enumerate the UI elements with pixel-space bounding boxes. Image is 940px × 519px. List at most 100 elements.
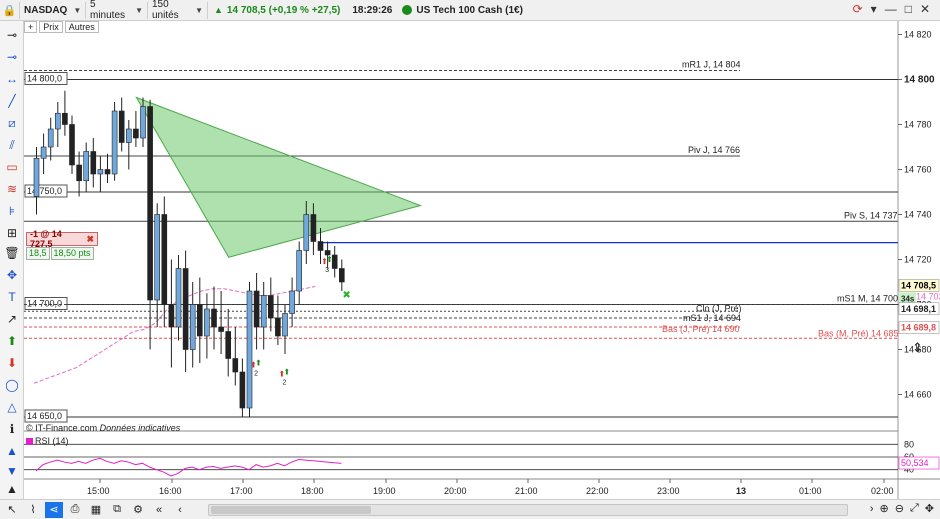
text-icon[interactable]: T (8, 290, 16, 304)
period-selector[interactable]: 5 minutes ▼ (86, 0, 148, 21)
chart-tabs: + Prix Autres (24, 21, 99, 33)
channel-icon[interactable]: ⧄ (8, 116, 16, 130)
refresh-icon[interactable]: ⟳ (852, 2, 863, 16)
bas-price-tag-box (898, 321, 940, 334)
y-tick-label: 14 800 (904, 75, 935, 86)
candle-body (232, 358, 239, 373)
moving-average-line (33, 286, 316, 384)
candle-body (246, 290, 253, 409)
extended-line-icon[interactable]: ↔ (6, 72, 18, 86)
zoom-out-icon[interactable]: ⊖ (894, 503, 904, 515)
y-tick-label: 14 780 (904, 120, 932, 130)
quote-time: 18:29:26 (352, 4, 393, 16)
rectangle-icon[interactable]: ▭ (6, 160, 18, 174)
rsi-legend: RSI (14) (26, 436, 69, 446)
units-selector[interactable]: 150 unités ▼ (148, 0, 208, 21)
candle-body (62, 112, 68, 125)
position-label: -1 @ 14 727,5 (30, 229, 62, 249)
countdown-box (899, 292, 916, 304)
horizontal-scrollbar[interactable] (208, 504, 848, 516)
pivot-label-piv-s: Piv S, 14 737 (844, 210, 898, 220)
candle-body (189, 304, 196, 350)
move-icon[interactable]: ✥ (6, 268, 18, 282)
ellipse-icon[interactable]: ◯ (5, 378, 19, 392)
close-icon[interactable]: ✕ (919, 2, 930, 16)
rsi-value-box (898, 456, 940, 470)
candle-body (260, 295, 267, 328)
candle-body (104, 169, 111, 175)
sell-arrow-marker: ⬆ (279, 370, 286, 379)
chevron-down-icon: ▼ (195, 5, 203, 15)
print-icon[interactable]: ⎙ (70, 503, 80, 515)
pivot-label-ms1-m: mS1 M, 14 700 (837, 294, 898, 304)
settings-icon[interactable]: ⚙ (133, 504, 143, 516)
x-tick-label: 01:00 (799, 486, 822, 496)
drawing-toolbar: ⊸ ⊸ ↔ ╱ ⧄ ⫽ ▭ ≋ ⊧ ⊞ 🗑 ✥ T ↗ ⬆ ⬇ ◯ △ ℹ ▲ … (0, 21, 24, 499)
up-arrow-icon: ▲ (214, 5, 223, 15)
trash-icon[interactable]: 🗑 (4, 246, 20, 260)
candle-body (90, 151, 97, 175)
buy-arrow-icon[interactable]: ⬆ (6, 334, 18, 348)
copy-icon[interactable]: ⧉ (113, 503, 121, 515)
position-tag[interactable]: -1 @ 14 727,5 ✖ (26, 229, 98, 249)
candle-body (97, 169, 104, 175)
cursor-icon[interactable]: ↖ (7, 504, 17, 516)
minimize-icon[interactable]: — (884, 2, 897, 16)
scrollbar-thumb[interactable] (211, 506, 371, 514)
scroll-left-icon[interactable]: ‹ (178, 503, 182, 516)
zoom-in-icon[interactable]: ⊕ (879, 503, 889, 515)
price-level-tag: 14 650,0 (27, 411, 62, 421)
symbol-selector[interactable]: NASDAQ ▼ (20, 1, 86, 19)
window-controls: ⟳ ▾ — □ ✕ (853, 2, 940, 16)
y-tick-label: 14 740 (904, 210, 932, 220)
ray-icon[interactable]: ⊸ (6, 50, 18, 64)
symbol-label: NASDAQ (24, 4, 68, 16)
fibonacci-icon[interactable]: ≋ (6, 182, 18, 196)
horizontal-line-icon[interactable]: ⊸ (6, 28, 18, 42)
x-tick-label: 02:00 (871, 486, 894, 496)
buy-arrow-marker: ⬆ (255, 359, 262, 368)
close-icon[interactable]: ✖ (86, 233, 94, 244)
parallel-lines-icon[interactable]: ⫽ (9, 138, 15, 152)
zoom-controls: › ⊕ ⊖ ⤢ ✥ (870, 502, 934, 515)
buy-arrow-marker: ⬆ (284, 368, 291, 377)
gann-icon[interactable]: ⊞ (6, 226, 18, 240)
y-tick-label: 14 680 (904, 345, 932, 355)
candle-body (289, 290, 295, 314)
candle-body (175, 268, 182, 328)
maximize-icon[interactable]: □ (904, 2, 912, 16)
pencil-icon[interactable]: ↗ (6, 312, 18, 326)
scroll-up-icon[interactable]: ▲ (6, 482, 18, 496)
pan-icon[interactable]: ✥ (924, 503, 934, 515)
pivot-label-bas-j: Bas (J, Pré) 14 690 (662, 324, 740, 334)
ms1-price-tag-box (898, 302, 940, 316)
candle-body (225, 331, 231, 359)
candle-body (204, 308, 210, 337)
chevron-down-icon[interactable]: ▾ (870, 2, 877, 16)
share-icon[interactable]: ⋖ (45, 501, 63, 518)
save-icon[interactable]: ▦ (90, 504, 102, 516)
zoom-out-icon[interactable]: ▼ (6, 464, 18, 478)
chart-area[interactable]: 14 820 14 800 14 780 14 760 14 740 14 720 14 7… (24, 21, 940, 499)
chevron-down-icon: ▼ (135, 5, 143, 15)
scroll-right-icon[interactable]: › (869, 502, 874, 515)
lock-icon[interactable]: 🔒 (0, 1, 20, 19)
x-tick-label: 16:00 (159, 486, 182, 496)
tab-price[interactable]: Prix (39, 21, 63, 33)
tab-others[interactable]: Autres (64, 21, 99, 33)
add-tab-button[interactable]: + (24, 21, 38, 33)
candle-body (310, 214, 317, 242)
zoom-in-icon[interactable]: ▲ (6, 444, 18, 458)
price-chart[interactable]: 14 820 14 800 14 780 14 760 14 740 14 720 14 7… (24, 21, 940, 499)
chart-type-icon[interactable]: ⌇ (30, 504, 36, 516)
rsi-line (35, 457, 342, 477)
triangle-icon[interactable]: △ (7, 400, 17, 414)
scroll-start-icon[interactable]: « (155, 503, 163, 516)
fibonacci-fan-icon[interactable]: ⊧ (8, 204, 16, 218)
trend-line-icon[interactable]: ╱ (8, 94, 16, 108)
pivot-label-mr1: mR1 J, 14 804 (682, 60, 741, 70)
units-label: 150 unités (152, 0, 179, 21)
info-icon[interactable]: ℹ (9, 422, 15, 436)
sell-arrow-icon[interactable]: ⬇ (6, 356, 18, 370)
fit-icon[interactable]: ⤢ (909, 502, 919, 514)
